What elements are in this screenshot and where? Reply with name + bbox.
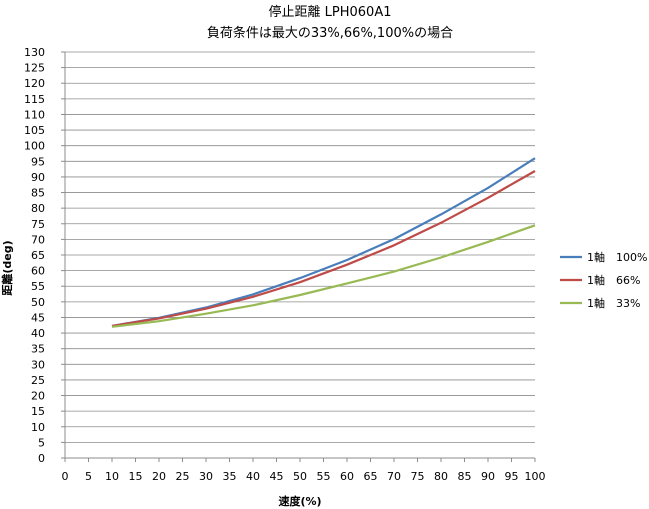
y-tick-label: 95 [31, 155, 45, 168]
y-tick-label: 110 [24, 108, 45, 121]
y-tick-label: 25 [31, 374, 45, 387]
y-tick-label: 100 [24, 140, 45, 153]
y-tick-label: 75 [31, 218, 45, 231]
x-tick-label: 0 [62, 470, 69, 483]
gridlines [65, 51, 535, 443]
y-tick-label: 115 [24, 93, 45, 106]
y-tick-labels: 0 5 10 15 20 25 30 35 40 45 50 55 60 65 70 75 80 85 90 95 10… [24, 46, 45, 465]
y-tick-label: 70 [31, 233, 45, 246]
x-tick-label: 60 [340, 470, 354, 483]
legend-label-2: 1軸 66% [587, 273, 640, 287]
x-tick-label: 100 [525, 470, 546, 483]
y-tick-label: 15 [31, 405, 45, 418]
x-tick-label: 15 [129, 470, 143, 483]
x-tick-label: 40 [246, 470, 260, 483]
y-tick-label: 0 [38, 452, 45, 465]
y-tick-label: 65 [31, 249, 45, 262]
y-tick-label: 55 [31, 280, 45, 293]
axes [61, 51, 536, 462]
y-tick-label: 90 [31, 171, 45, 184]
y-tick-label: 80 [31, 202, 45, 215]
y-tick-label: 35 [31, 343, 45, 356]
y-tick-label: 50 [31, 296, 45, 309]
chart-title-line-1: 停止距離 LPH060A1 [269, 4, 392, 20]
x-tick-label: 95 [505, 470, 519, 483]
y-tick-label: 30 [31, 358, 45, 371]
y-tick-label: 120 [24, 77, 45, 90]
series-line-2 [111, 170, 536, 327]
x-tick-label: 5 [85, 470, 92, 483]
legend: 1軸 100% 1軸 66% 1軸 33% [560, 250, 647, 310]
series-lines [111, 157, 536, 328]
legend-label-3: 1軸 33% [587, 296, 640, 310]
x-axis-label: 速度(%) [278, 494, 321, 508]
y-tick-label: 125 [24, 62, 45, 75]
x-tick-label: 10 [105, 470, 119, 483]
y-tick-label: 45 [31, 311, 45, 324]
series-line-3 [111, 224, 536, 328]
x-tick-label: 25 [176, 470, 190, 483]
x-tick-label: 70 [387, 470, 401, 483]
x-tick-label: 75 [411, 470, 425, 483]
x-tick-label: 20 [152, 470, 166, 483]
x-tick-label: 90 [481, 470, 495, 483]
x-tick-label: 85 [458, 470, 472, 483]
x-tick-label: 80 [434, 470, 448, 483]
y-tick-label: 20 [31, 390, 45, 403]
x-tick-labels: 0 5 10 15 20 25 30 35 40 45 50 55 60 65 70 75 80 85 90 95 10… [62, 470, 546, 483]
y-tick-label: 40 [31, 327, 45, 340]
y-axis-label: 距離(deg) [0, 240, 14, 295]
y-tick-label: 10 [31, 421, 45, 434]
legend-label-1: 1軸 100% [587, 250, 647, 264]
y-tick-label: 60 [31, 265, 45, 278]
y-tick-label: 130 [24, 46, 45, 59]
y-tick-label: 5 [38, 436, 45, 449]
x-tick-label: 55 [317, 470, 331, 483]
x-tick-label: 45 [270, 470, 284, 483]
chart-title-line-2: 負荷条件は最大の33%,66%,100%の場合 [207, 25, 453, 41]
y-tick-label: 85 [31, 187, 45, 200]
x-tick-label: 50 [293, 470, 307, 483]
y-tick-label: 105 [24, 124, 45, 137]
x-tick-label: 65 [364, 470, 378, 483]
x-tick-label: 35 [223, 470, 237, 483]
x-tick-label: 30 [199, 470, 213, 483]
